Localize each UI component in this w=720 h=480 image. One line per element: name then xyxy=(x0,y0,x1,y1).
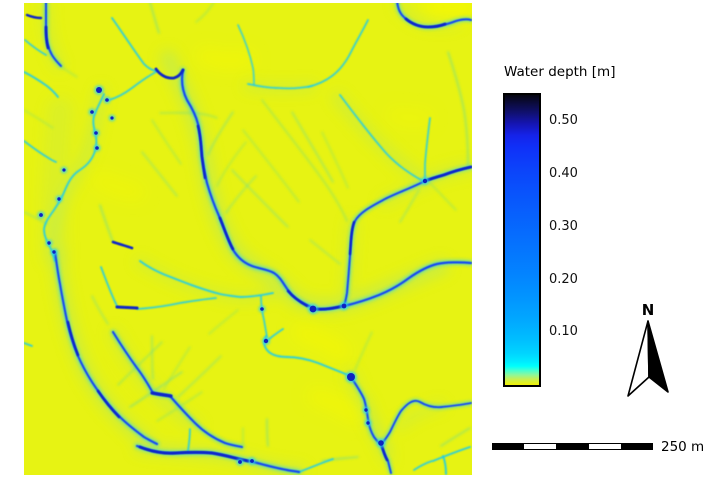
map-layer-ponds xyxy=(39,87,428,464)
scale-bar-segment xyxy=(524,444,557,449)
north-arrow: N xyxy=(627,301,669,397)
colorbar-title: Water depth [m] xyxy=(504,64,616,80)
map-layer-bright-hilltops xyxy=(92,3,472,424)
scale-bar xyxy=(492,443,653,450)
map-background xyxy=(24,3,472,475)
water-depth-map xyxy=(24,3,472,475)
north-arrow-left-half xyxy=(627,320,650,397)
scale-bar-label: 250 m xyxy=(661,439,705,455)
colorbar-tick-label: 0.10 xyxy=(549,324,578,340)
north-arrow-right-half xyxy=(647,320,669,393)
colorbar-gradient xyxy=(503,93,541,387)
colorbar-tick-label: 0.30 xyxy=(549,218,578,234)
north-label: N xyxy=(642,301,655,319)
scale-bar-segment xyxy=(588,444,621,449)
colorbar-tick-label: 0.20 xyxy=(549,271,578,287)
map-layer-dark-segments xyxy=(25,13,472,463)
colorbar-tick-label: 0.50 xyxy=(549,113,578,129)
map-layer-cyan-streams xyxy=(24,17,471,475)
colorbar-tick-label: 0.40 xyxy=(549,166,578,182)
